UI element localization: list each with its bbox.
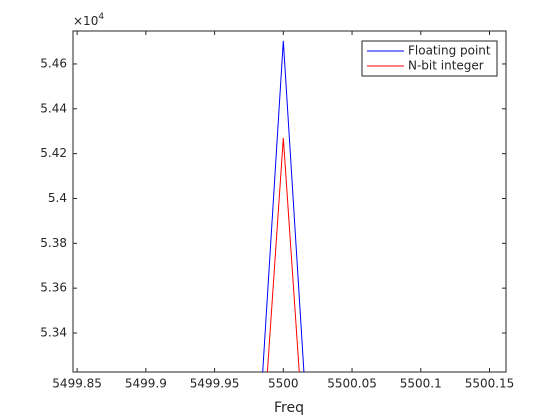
x-tick-label: 5500 [268,377,299,391]
multiplier-base: ×10 [73,14,98,28]
series-line [266,137,300,372]
y-tick-label: 5.34 [40,325,67,339]
x-tick-label: 5499.9 [125,377,167,391]
x-tick-label: 5499.95 [190,377,240,391]
plot-area [72,30,507,373]
y-tick-label: 5.42 [40,146,67,160]
legend-box [361,40,498,77]
x-axis-label: Freq [274,400,304,416]
y-tick-label: 5.4 [48,191,67,205]
y-tick-label: 5.36 [40,281,67,295]
multiplier-exponent: 4 [98,12,104,22]
y-tick-label: 5.38 [40,236,67,250]
legend-label: N-bit integer [408,59,484,73]
y-tick-label: 5.46 [40,56,67,70]
x-tick-label: 5500.05 [327,377,377,391]
lines [262,40,305,372]
series-line [262,40,305,372]
x-tick-label: 5499.85 [52,377,102,391]
y-tick-label: 5.44 [40,101,67,115]
x-tick-label: 5500.1 [400,377,442,391]
legend-label: Floating point [408,44,491,58]
y-multiplier: ×104 [73,12,104,28]
x-tick-label: 5500.15 [465,377,515,391]
